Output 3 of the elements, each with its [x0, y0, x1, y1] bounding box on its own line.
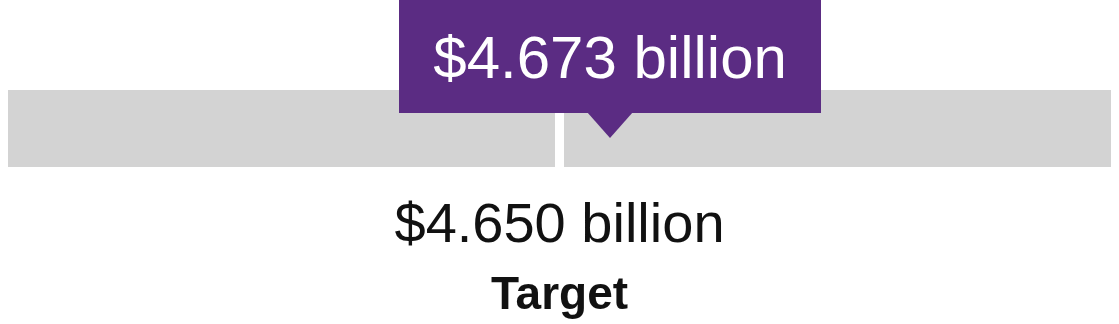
- data-label: $4.673 billion: [433, 23, 787, 91]
- category-label: Target: [490, 267, 629, 319]
- data-label: $4.650 billion: [394, 190, 725, 254]
